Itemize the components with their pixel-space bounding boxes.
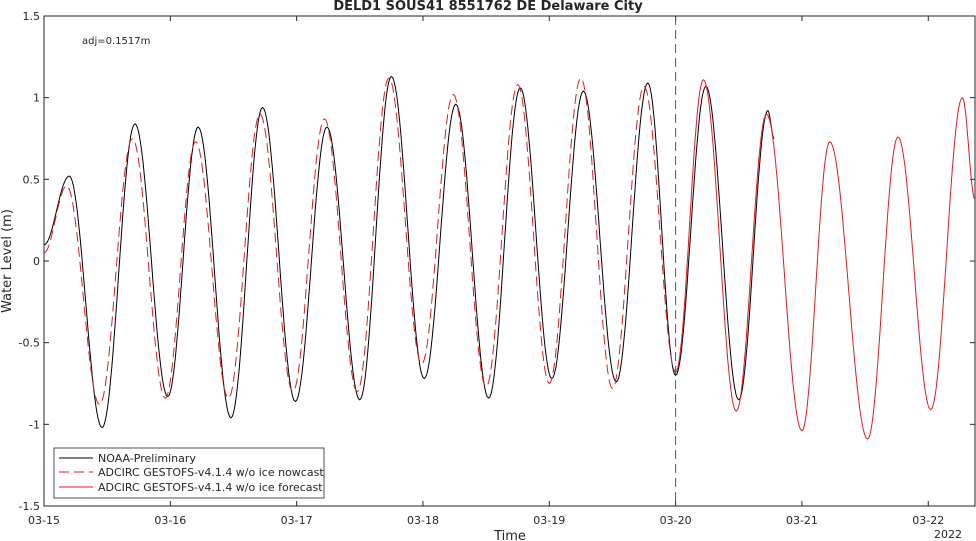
x-axis-ticks: 03-15 03-16 03-17 03-18 03-19 03-20 03-21 03-22 [28,16,944,527]
y-tick-label: 1.5 [23,10,41,23]
x-tick-label: 03-22 [912,514,944,527]
x-tick-label: 03-19 [533,514,565,527]
y-tick-label: 0 [33,255,40,268]
legend-entry-forecast: ADCIRC GESTOFS-v4.1.4 w/o ice forecast [98,481,323,494]
x-tick-label: 03-20 [660,514,692,527]
plot-frame [43,15,976,507]
y-tick-label: 1 [33,92,40,105]
x-tick-label: 03-18 [407,514,439,527]
series-lines [43,75,976,440]
y-axis-ticks: 1.5 1 0.5 0 -0.5 -1 -1.5 [19,10,975,513]
y-tick-label: -0.5 [19,337,40,350]
legend-entry-noaa: NOAA-Preliminary [98,452,196,465]
x-tick-label: 03-15 [28,514,60,527]
x-tick-label: 03-21 [786,514,818,527]
y-tick-label: -1.5 [19,500,40,513]
x-tick-label: 03-17 [281,514,313,527]
y-tick-label: 0.5 [23,173,41,186]
year-label: 2022 [934,528,962,541]
series-line-noaa-preliminary [43,75,775,429]
y-tick-label: -1 [29,418,40,431]
series-line-nowcast [43,77,676,406]
legend-entry-nowcast: ADCIRC GESTOFS-v4.1.4 w/o ice nowcast [98,466,324,479]
chart-title: DELD1 SOUS41 8551762 DE Delaware City [333,0,643,14]
x-tick-label: 03-16 [154,514,186,527]
series-line-forecast [675,78,976,440]
adjustment-annotation: adj=0.1517m [82,36,150,47]
legend-box [53,447,325,499]
x-axis-label: Time [493,529,526,541]
legend: NOAA-Preliminary ADCIRC GESTOFS-v4.1.4 w… [53,447,325,499]
y-axis-label: Water Level (m) [0,209,15,313]
